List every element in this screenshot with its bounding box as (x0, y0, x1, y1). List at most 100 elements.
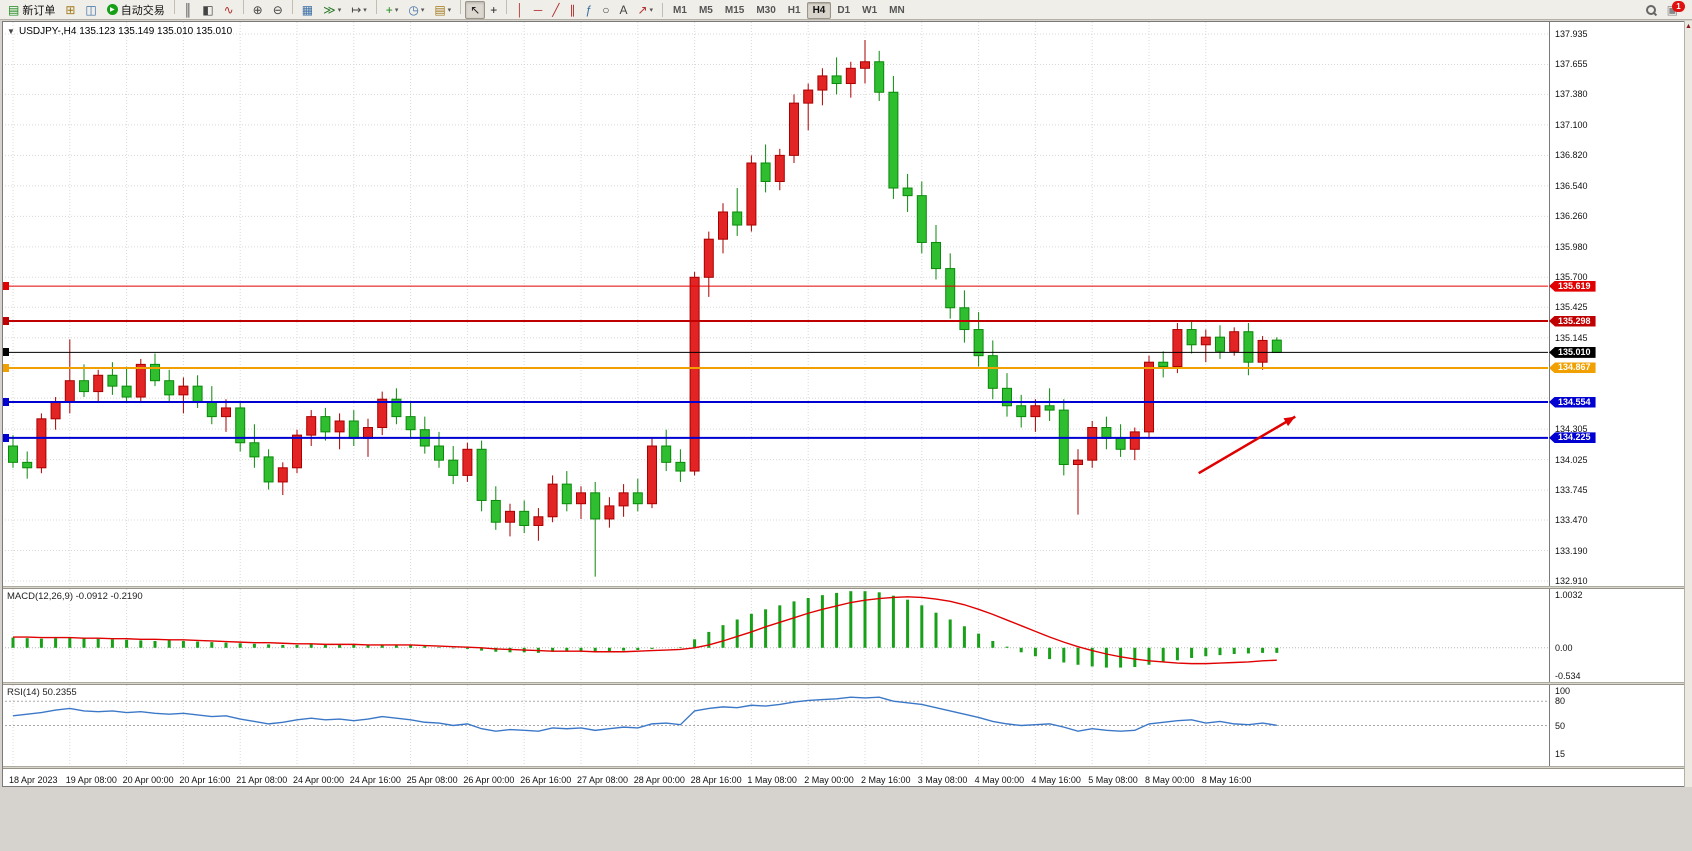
fibonacci-icon: ƒ (585, 3, 593, 17)
timeframe-w1[interactable]: W1 (856, 2, 883, 19)
candle (831, 75, 842, 85)
chart-plot[interactable] (3, 22, 1684, 786)
time-axis-label: 2 May 16:00 (861, 775, 911, 785)
one-click-trading-toggle[interactable]: ▼ (7, 27, 15, 36)
trendline-button[interactable]: ╱ (547, 1, 564, 19)
timeframe-h4[interactable]: H4 (806, 2, 832, 19)
candle (93, 374, 104, 393)
trend-arrow[interactable] (1198, 415, 1296, 475)
candle (221, 407, 231, 418)
candle (405, 416, 416, 431)
pane-separator[interactable] (3, 766, 1684, 769)
candle (121, 385, 132, 398)
toolbar-separator (460, 0, 462, 14)
vertical-scrollbar[interactable]: ▲ (1684, 21, 1692, 787)
new-chart-icon: ⊞ (65, 2, 76, 17)
crosshair-button[interactable]: + (485, 1, 502, 19)
timeframe-d1[interactable]: D1 (831, 2, 856, 19)
price-axis-label: 136.540 (1555, 180, 1588, 191)
price-axis-label: 133.745 (1555, 485, 1588, 496)
rsi-axis-label: 80 (1555, 696, 1566, 707)
toolbar-separator (662, 2, 664, 17)
vertical-line-button[interactable]: │ (511, 1, 529, 19)
hline-edge-marker (3, 348, 9, 357)
candle (874, 61, 885, 93)
text-button[interactable]: A (614, 1, 632, 19)
timeframe-m15[interactable]: M15 (719, 2, 750, 19)
pane-separator[interactable] (3, 682, 1684, 685)
horizontal-line-button[interactable]: ─ (529, 1, 548, 19)
candle (505, 510, 515, 523)
hline-edge-marker (3, 398, 9, 407)
zoom-out-icon: ⊖ (272, 3, 283, 17)
candlestick-chart-button[interactable]: ◧ (197, 1, 218, 19)
price-tag-134.867: 134.867 (1549, 362, 1596, 374)
timeframe-mn[interactable]: MN (883, 2, 911, 19)
tile-windows-button[interactable]: ▦ (297, 1, 318, 19)
price-tag-134.225: 134.225 (1549, 432, 1596, 444)
hline-edge-marker (3, 317, 9, 326)
cursor-button[interactable]: ↖ (465, 1, 486, 19)
fibonacci-button[interactable]: ƒ (581, 1, 598, 19)
bar-chart-button[interactable]: ║ (179, 1, 198, 19)
rsi-axis-label: 15 (1555, 748, 1566, 759)
timeframe-m1[interactable]: M1 (667, 2, 693, 19)
new-chart-button[interactable]: ⊞ (60, 1, 80, 19)
shapes-button[interactable]: ○ (597, 1, 614, 19)
candle (249, 442, 260, 458)
candle (79, 380, 89, 393)
toolbar: ▤ 新订单 ⊞ ◫ ▶ 自动交易 ║ ◧ ∿ ⊕ ⊖ ▦ ≫ ▾ ↦ ▾ + ▾ ◷ ▾ ▤ ▾ ↖ + │ ─ ╱ ∥ ƒ ○… (0, 0, 1692, 20)
pane-separator[interactable] (3, 586, 1684, 589)
trendline-icon: ╱ (552, 3, 560, 17)
macd-axis-label: 1.0032 (1555, 590, 1583, 600)
candle (533, 516, 544, 526)
chart-title: USDJPY-,H4 135.123 135.149 135.010 135.0… (19, 26, 233, 37)
templates-icon: ▤ (434, 3, 446, 17)
zoom-in-button[interactable]: ⊕ (248, 1, 268, 19)
notification-badge: 1 (1672, 0, 1685, 12)
timeframe-h1[interactable]: H1 (782, 2, 807, 19)
autotrading-button[interactable]: ▶ 自动交易 (102, 1, 170, 19)
candle (192, 385, 203, 403)
candle (1073, 459, 1083, 466)
timeframe-m5[interactable]: M5 (693, 2, 719, 19)
new-order-button[interactable]: ▤ 新订单 (3, 1, 60, 19)
candle (902, 187, 913, 197)
chart-shift-button[interactable]: ↦ ▾ (346, 1, 372, 19)
periods-button[interactable]: ◷ ▾ (403, 1, 429, 19)
candle (931, 241, 941, 270)
templates-button[interactable]: ▤ ▾ (429, 1, 456, 19)
profiles-button[interactable]: ◫ (80, 1, 101, 19)
scroll-up-icon: ▲ (1685, 23, 1692, 30)
auto-scroll-icon: ≫ (323, 3, 336, 17)
candlestick-chart-icon: ◧ (202, 3, 214, 17)
search-button[interactable] (1640, 1, 1662, 19)
line-chart-button[interactable]: ∿ (219, 1, 239, 19)
candle (348, 420, 359, 439)
price-axis-label: 134.305 (1555, 424, 1588, 435)
price-axis-label: 135.700 (1555, 272, 1588, 283)
candle (774, 154, 785, 182)
vertical-line-icon: │ (516, 3, 524, 17)
candle (320, 416, 331, 433)
arrows-button[interactable]: ↗ ▾ (632, 1, 658, 19)
equidistant-channel-button[interactable]: ∥ (565, 1, 581, 19)
candle (888, 91, 899, 189)
notifications-button[interactable]: ▣ 1 (1662, 0, 1685, 19)
time-axis[interactable] (3, 769, 1684, 786)
candle (675, 461, 686, 472)
auto-scroll-button[interactable]: ≫ ▾ (318, 1, 346, 19)
candle (1115, 437, 1126, 450)
timeframe-m30[interactable]: M30 (750, 2, 781, 19)
zoom-out-button[interactable]: ⊖ (268, 1, 288, 19)
new-order-icon: ▤ (8, 2, 20, 17)
periods-icon: ◷ (408, 3, 419, 17)
price-tag-135.010: 135.010 (1549, 346, 1596, 358)
time-axis-label: 1 May 08:00 (747, 775, 797, 785)
candle (718, 211, 728, 240)
candle (1002, 387, 1012, 407)
candle (860, 61, 870, 69)
price-axis-label: 137.100 (1555, 119, 1588, 130)
indicators-button[interactable]: + ▾ (381, 1, 404, 19)
price-axis-label: 136.820 (1555, 150, 1588, 161)
